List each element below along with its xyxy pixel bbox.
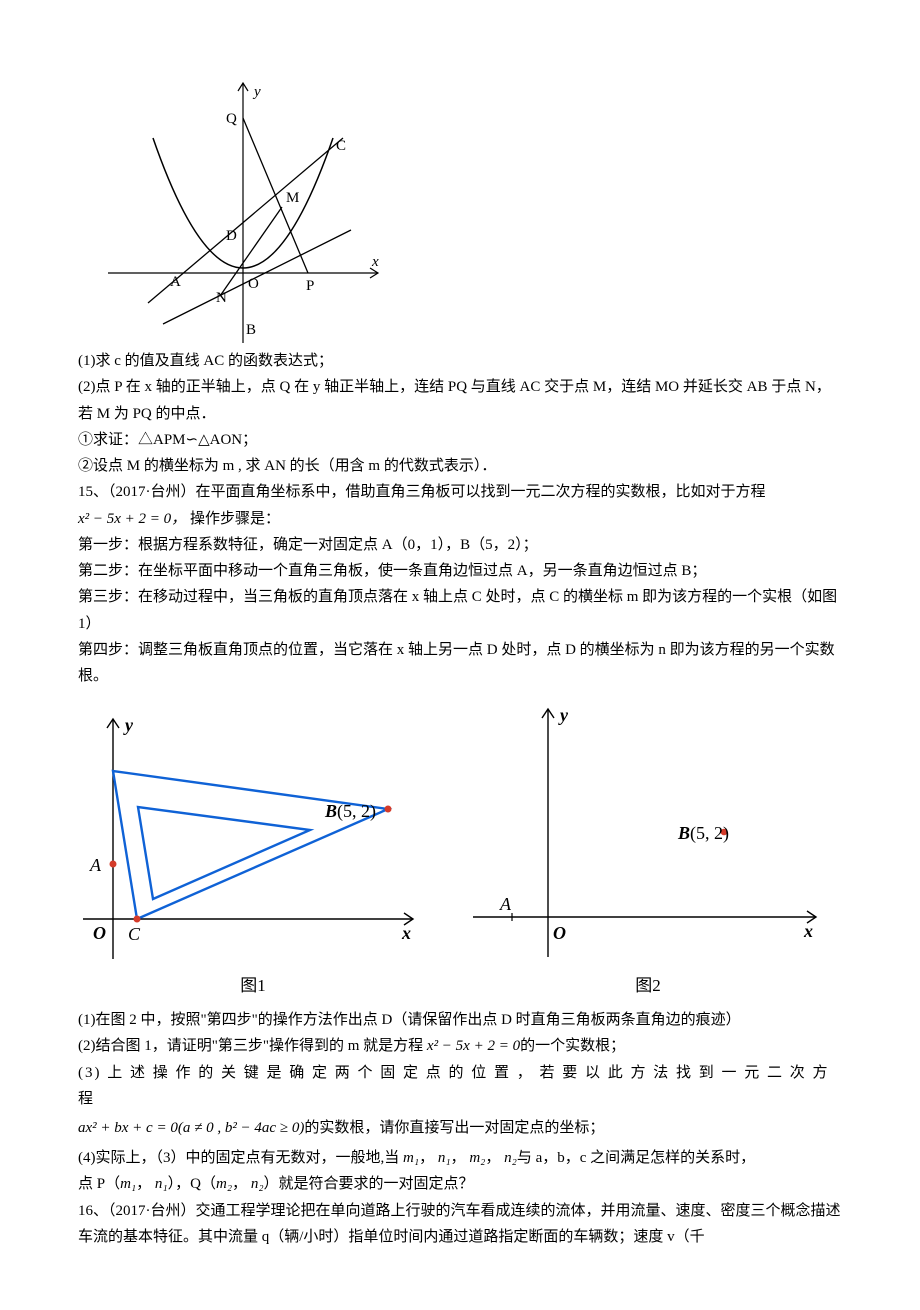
- dot-B: [385, 806, 392, 813]
- q2a-text: ①求证：△APM∽△AON；: [78, 427, 842, 453]
- p2b: 的一个实数根；: [520, 1038, 625, 1054]
- q16: 16、（2017·台州）交通工程学理论把在单向道路上行驶的汽车看成连续的流体，并…: [78, 1198, 842, 1251]
- label-Q: Q: [226, 111, 237, 127]
- fig2-caption: 图2: [468, 971, 828, 1001]
- fig1-x: x: [401, 923, 411, 943]
- fig2-A: A: [499, 894, 512, 914]
- p2: (2)结合图 1，请证明"第三步"操作得到的 m 就是方程 x² − 5x + …: [78, 1033, 842, 1059]
- p1: (1)在图 2 中，按照"第四步"的操作方法作出点 D（请保留作出点 D 时直角…: [78, 1007, 842, 1033]
- p3: (3) 上 述 操 作 的 关 键 是 确 定 两 个 固 定 点 的 位 置 …: [78, 1060, 842, 1113]
- p4c: 点 P（: [78, 1176, 120, 1192]
- q2-text: (2)点 P 在 x 轴的正半轴上，点 Q 在 y 轴正半轴上，连结 PQ 与直…: [78, 374, 842, 427]
- parabola-diagram: y x Q C M D A N O P B: [108, 78, 388, 348]
- p4-n1: n₁: [438, 1150, 451, 1166]
- figure-1-wrap: y x A O C B(5, 2) 图1: [78, 709, 428, 1001]
- p4-m2b: m₂: [216, 1176, 232, 1192]
- label-P: P: [306, 278, 314, 294]
- dot-C: [134, 916, 141, 923]
- label-O: O: [248, 276, 259, 292]
- fig2-x: x: [803, 921, 813, 941]
- p4a: (4)实际上，（3）中的固定点有无数对，一般地,当: [78, 1150, 403, 1166]
- p4: (4)实际上，（3）中的固定点有无数对，一般地,当 m₁， n₁， m₂， n₂…: [78, 1145, 842, 1171]
- p4-n2: n₂: [504, 1150, 517, 1166]
- label-M: M: [286, 190, 299, 206]
- label-B: B: [246, 322, 256, 338]
- p2eq: x² − 5x + 2 = 0: [427, 1038, 520, 1054]
- p4e: ）就是符合要求的一对固定点？: [264, 1176, 474, 1192]
- label-D: D: [226, 228, 237, 244]
- p3b: 的实数根，请你直接写出一对固定点的坐标；: [304, 1120, 604, 1136]
- fig1-caption: 图1: [78, 971, 428, 1001]
- p4d: ），Q（: [168, 1176, 216, 1192]
- q2b-text: ②设点 M 的横坐标为 m , 求 AN 的长（用含 m 的代数式表示）．: [78, 453, 842, 479]
- fig1-O: O: [93, 923, 106, 943]
- p3eq: ax² + bx + c = 0(a ≠ 0 , b² − 4ac ≥ 0): [78, 1120, 304, 1136]
- p4line2: 点 P（m₁， n₁），Q（m₂， n₂）就是符合要求的一对固定点？: [78, 1171, 842, 1197]
- label-N: N: [216, 290, 227, 306]
- p3eq-line: ax² + bx + c = 0(a ≠ 0 , b² − 4ac ≥ 0)的实…: [78, 1112, 842, 1145]
- fig2-O: O: [553, 923, 566, 943]
- fig1-C: C: [128, 924, 141, 944]
- figure-top: y x Q C M D A N O P B: [108, 78, 842, 348]
- p4b: 与 a，b，c 之间满足怎样的关系时，: [517, 1150, 755, 1166]
- q15-step4: 第四步：调整三角板直角顶点的位置，当它落在 x 轴上另一点 D 处时，点 D 的…: [78, 637, 842, 690]
- q15-eqline: x² − 5x + 2 = 0， 操作步骤是：: [78, 506, 842, 532]
- label-A: A: [170, 274, 181, 290]
- q1-text: (1)求 c 的值及直线 AC 的函数表达式；: [78, 348, 842, 374]
- fig2-y: y: [558, 705, 569, 725]
- label-C: C: [336, 138, 346, 154]
- p4-m2: m₂: [469, 1150, 485, 1166]
- q15-eqn: x² − 5x + 2 = 0，: [78, 511, 186, 527]
- axis-x-label: x: [371, 254, 379, 270]
- fig2-B: B(5, 2): [677, 823, 729, 844]
- q15-step3: 第三步：在移动过程中，当三角板的直角顶点落在 x 轴上点 C 处时，点 C 的横…: [78, 584, 842, 637]
- p4-n1b: n₁: [155, 1176, 168, 1192]
- figure-2-wrap: y x A O B(5, 2) 图2: [468, 699, 828, 1001]
- q15-head: 15、（2017·台州）在平面直角坐标系中，借助直角三角板可以找到一元二次方程的…: [78, 484, 766, 500]
- figure-2: y x A O B(5, 2): [468, 699, 828, 969]
- fig1-y: y: [123, 715, 134, 735]
- figure-pair: y x A O C B(5, 2) 图1 y x A: [78, 699, 842, 1001]
- q15-step2: 第二步：在坐标平面中移动一个直角三角板，使一条直角边恒过点 A，另一条直角边恒过…: [78, 558, 842, 584]
- q15-tail: 操作步骤是：: [190, 511, 280, 527]
- q15-step1: 第一步：根据方程系数特征，确定一对固定点 A（0，1），B（5，2）；: [78, 532, 842, 558]
- p2a: (2)结合图 1，请证明"第三步"操作得到的 m 就是方程: [78, 1038, 427, 1054]
- p3-text: (3) 上 述 操 作 的 关 键 是 确 定 两 个 固 定 点 的 位 置 …: [78, 1065, 830, 1107]
- fig1-A: A: [89, 855, 102, 875]
- figure-1: y x A O C B(5, 2): [78, 709, 428, 969]
- p4-n2b: n₂: [251, 1176, 264, 1192]
- axis-y-label: y: [252, 84, 261, 100]
- p4-m1: m₁: [403, 1150, 419, 1166]
- p4-m1b: m₁: [120, 1176, 136, 1192]
- q15-line: 15、（2017·台州）在平面直角坐标系中，借助直角三角板可以找到一元二次方程的…: [78, 479, 842, 505]
- dot-A: [110, 861, 117, 868]
- fig1-B: B(5, 2): [324, 801, 376, 822]
